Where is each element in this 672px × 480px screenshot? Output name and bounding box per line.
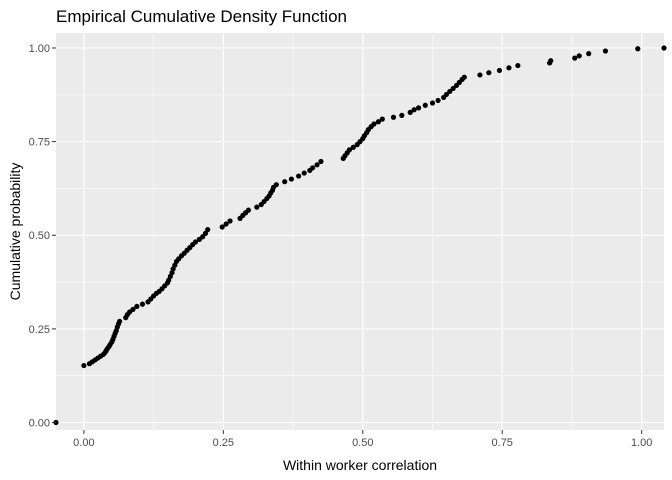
data-point [390,114,397,120]
data-point [227,218,233,224]
x-axis-title: Within worker correlation [283,457,437,473]
data-point [515,62,521,69]
data-point [506,65,512,71]
data-point [375,119,382,125]
x-tick-label: 0.25 [213,437,234,449]
data-point [314,162,320,168]
data-point [435,97,441,104]
data-point [572,55,578,61]
data-point [635,46,641,52]
data-point [219,224,225,230]
x-tick-label: 0.50 [352,437,373,449]
data-point [399,112,405,118]
data-point [443,91,450,98]
x-tick-label: 1.00 [631,437,652,449]
y-tick-label: 0.50 [29,230,50,242]
data-point [309,165,316,171]
data-point [548,58,554,64]
y-tick-label: 0.00 [29,418,50,430]
plot-panel [56,33,664,430]
data-point [245,207,252,213]
data-point [139,301,146,307]
data-point [346,147,353,153]
data-point [223,221,229,227]
data-point [350,144,356,150]
data-point [429,100,436,106]
data-point [296,173,302,179]
y-tick-label: 0.75 [29,137,50,149]
data-point [130,306,136,313]
data-point [422,102,428,108]
data-point [273,182,279,188]
y-tick-label: 1.00 [29,43,50,55]
data-point [371,121,377,127]
data-point [202,230,209,236]
x-axis: 0.00 0.25 0.50 0.75 1.00 [73,430,652,449]
data-point [576,53,582,59]
data-point [415,105,422,111]
data-point [134,303,140,310]
data-point [282,179,288,185]
data-point [586,50,592,57]
y-axis-title: Cumulative probability [7,163,23,301]
y-axis: 0.00 0.25 0.50 0.75 1.00 [29,43,56,430]
data-point [496,67,503,74]
data-point [602,48,609,54]
x-tick-label: 0.00 [73,437,94,449]
data-points [53,45,667,426]
data-point [318,158,324,165]
data-point [81,362,87,369]
data-point [301,170,307,176]
data-point [192,239,199,245]
y-tick-label: 0.25 [29,324,50,336]
data-point [486,70,492,76]
x-tick-label: 0.75 [492,437,513,449]
data-point [379,116,385,122]
data-point [254,204,260,210]
data-point [407,109,413,115]
data-point [450,85,456,92]
data-point [661,45,667,51]
data-point [288,176,294,182]
data-point [411,107,417,113]
data-point [477,72,483,78]
data-point [205,227,211,233]
data-point [447,88,453,95]
grid-minor-lines [56,33,664,430]
chart-title: Empirical Cumulative Density Function [56,7,347,26]
data-point [116,318,123,324]
data-point [461,74,467,80]
